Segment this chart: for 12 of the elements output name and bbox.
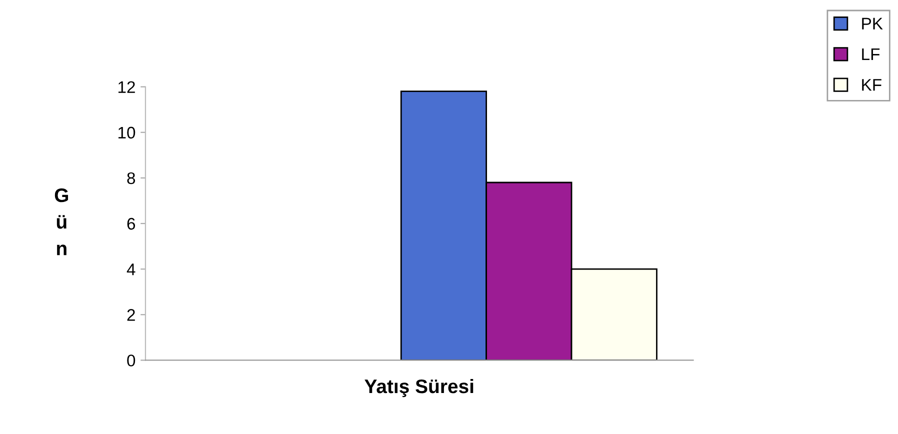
x-axis-title: Yatış Süresi — [364, 378, 474, 398]
y-tick-label: 4 — [126, 264, 136, 276]
y-tick-label: 12 — [118, 81, 135, 93]
legend-label: LF — [862, 48, 880, 60]
y-tick-label: 0 — [127, 354, 136, 366]
y-tick-label: 2 — [127, 309, 135, 321]
y-tick-label: 8 — [127, 172, 136, 184]
legend-label: PK — [862, 18, 883, 30]
y-tick-label: 10 — [118, 126, 136, 139]
legend-label: KF — [862, 79, 882, 91]
y-axis-title: Gün — [54, 188, 68, 256]
y-tick-label: 6 — [127, 218, 136, 230]
